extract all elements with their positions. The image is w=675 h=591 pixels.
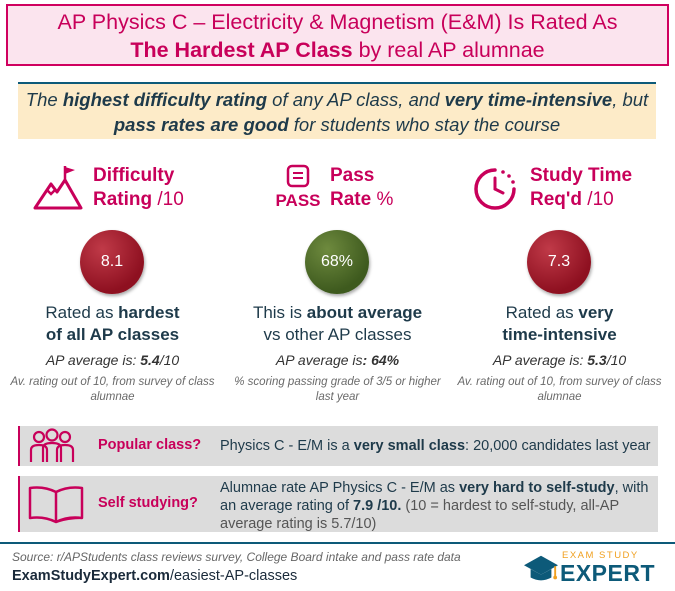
footer: Source: r/APStudents class reviews surve… [0,542,675,591]
intro-summary: The highest difficulty rating of any AP … [18,82,656,139]
study-time-title: Study Time Req'd /10 [530,164,632,212]
avg-label: AP average is: [492,352,588,368]
open-book-icon [28,486,84,524]
logo-top-text: EXAM STUDY [562,550,639,561]
title-line-2: The Hardest AP Class by real AP alumnae [8,36,667,64]
title-word: Pass [330,165,375,186]
study-time-column: Study Time Req'd /10 7.3 Rated as very t… [452,160,667,410]
desc-text: vs other AP classes [263,325,412,344]
study-time-description: Rated as very time-intensive [452,302,667,346]
avg-value: : 64% [362,352,400,368]
bar-text-bold: very small class [353,438,466,454]
difficulty-average: AP average is: 5.4/10 [5,352,220,368]
intro-bold: pass rates are good [113,114,289,135]
difficulty-title: Difficulty Rating /10 [93,164,184,212]
difficulty-value-circle: 8.1 [80,230,144,294]
pass-rate-value-circle: 68% [305,230,369,294]
difficulty-column: Difficulty Rating /10 8.1 Rated as harde… [5,160,220,410]
avg-unit: /10 [159,352,180,368]
bar-text-part: Physics C - E/M is a [220,438,354,454]
desc-text: Rated as [45,303,119,322]
popular-class-text: Physics C - E/M is a very small class: 2… [220,437,650,455]
group-people-icon [29,428,75,462]
desc-bold: very [578,303,614,322]
desc-bold: hardest [118,303,180,322]
intro-text: , but [612,89,649,110]
popular-class-label: Popular class? [98,437,202,453]
avg-value: 5.4 [140,352,160,368]
pass-rate-average: AP average is: 64% [230,352,445,368]
title-word: Req'd [530,189,583,210]
desc-text: Rated as [505,303,579,322]
title-line-1: AP Physics C – Electricity & Magnetism (… [57,10,618,34]
title-word: Difficulty [93,165,175,186]
study-time-note: Av. rating out of 10, from survey of cla… [457,376,662,403]
title-line-2-rest: by real AP alumnae [352,38,545,62]
pass-icon-text: PASS [275,191,320,210]
intro-bold: very time-intensive [444,89,613,110]
title-word: Rating [93,189,153,210]
study-time-average: AP average is: 5.3/10 [452,352,667,368]
avg-label: AP average is [275,352,363,368]
title-unit: /10 [152,189,184,210]
pass-rate-title: Pass Rate % [330,164,393,212]
avg-value: 5.3 [587,352,607,368]
stopwatch-icon [474,168,516,210]
bar-text-note: (10 = hardest to self-study, all-AP aver… [220,498,619,532]
bar-text-bold: very hard to self-study [459,480,615,496]
self-study-bar: Self studying? Alumnae rate AP Physics C… [18,476,658,532]
intro-text: The [25,89,63,110]
desc-bold: time-intensive [502,325,617,344]
bar-text-part: Alumnae rate AP Physics C - E/M as [220,480,460,496]
bar-text-part: : 20,000 candidates last year [465,438,651,454]
bar-text-part: , with an average rating of [220,480,649,514]
self-study-text: Alumnae rate AP Physics C - E/M as very … [220,479,655,533]
pass-rate-description: This is about average vs other AP classe… [230,302,445,346]
title-word: Study Time [530,165,633,186]
difficulty-note: Av. rating out of 10, from survey of cla… [10,376,215,403]
pass-rate-column: PASS Pass Rate % 68% This is about avera… [230,160,445,410]
intro-bold: highest difficulty rating [62,89,268,110]
pass-rate-note: % scoring passing grade of 3/5 or higher… [234,376,441,403]
avg-unit: /10 [606,352,627,368]
desc-bold: about average [306,303,423,322]
mountain-flag-icon [33,166,83,210]
source-url-link[interactable]: ExamStudyExpert.com/easiest-AP-classes [12,568,297,584]
difficulty-description: Rated as hardest of all AP classes [5,302,220,346]
exam-study-expert-logo: EXAM STUDY EXPERT [520,546,670,590]
title-highlight: The Hardest AP Class [130,38,353,62]
pass-certificate-icon: PASS [275,164,321,210]
intro-text: of any AP class, and [267,89,445,110]
title-unit: /10 [582,189,614,210]
bar-text-bold: 7.9 /10. [353,498,402,514]
desc-bold: of all AP classes [45,325,180,344]
intro-text: for students who stay the course [288,114,561,135]
title-word: Rate [330,189,372,210]
title-unit: % [371,189,394,210]
url-domain: ExamStudyExpert.com [12,568,170,584]
page-title: AP Physics C – Electricity & Magnetism (… [6,4,669,66]
self-study-label: Self studying? [98,495,198,511]
study-time-value-circle: 7.3 [527,230,591,294]
avg-label: AP average is: [45,352,141,368]
source-note: Source: r/APStudents class reviews surve… [12,550,461,564]
graduation-cap-icon [524,555,558,581]
logo-main-text: EXPERT [560,560,656,586]
popular-class-bar: Popular class? Physics C - E/M is a very… [18,426,658,466]
desc-text: This is [252,303,307,322]
url-path: /easiest-AP-classes [169,568,298,584]
